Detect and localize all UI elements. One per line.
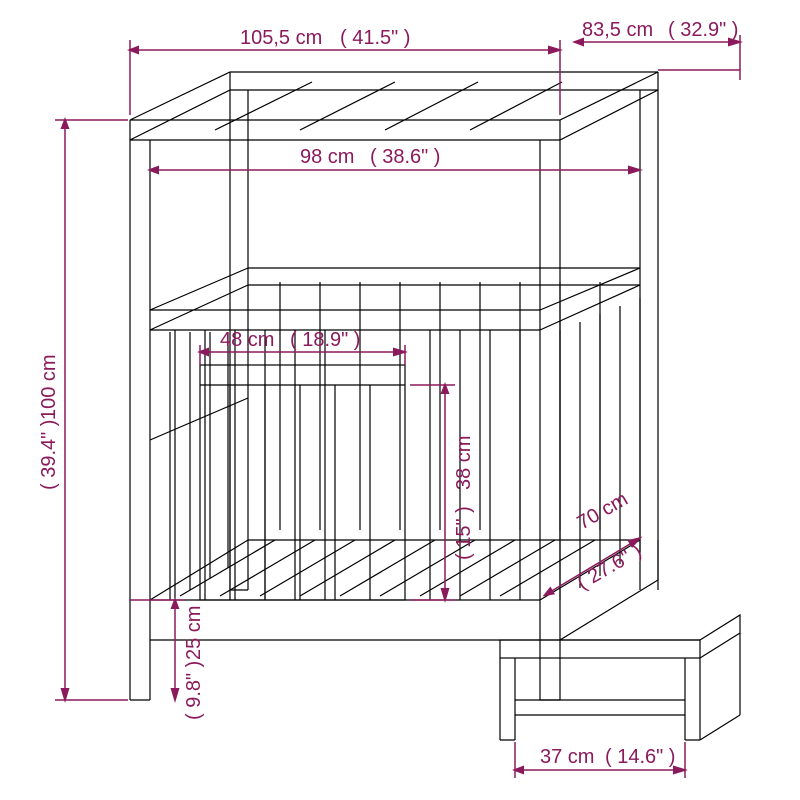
dim-step-width: 37 cm — [540, 746, 594, 768]
svg-text:( 18.9" ): ( 18.9" ) — [290, 329, 360, 351]
dimension-diagram: 105,5 cm ( 41.5" ) 83,5 cm ( 32.9" ) 98 … — [0, 0, 800, 800]
svg-text:( 41.5" ): ( 41.5" ) — [340, 27, 410, 49]
svg-text:( 39.4" ): ( 39.4" ) — [38, 420, 60, 490]
svg-text:( 32.9" ): ( 32.9" ) — [668, 19, 738, 41]
svg-text:( 9.8" ): ( 9.8" ) — [183, 661, 205, 720]
dim-top-depth: 83,5 cm — [582, 19, 653, 41]
dim-inner-depth: 70 cm — [574, 488, 632, 534]
dim-gate-height: 38 cm — [453, 436, 475, 490]
svg-text:( 38.6" ): ( 38.6" ) — [370, 146, 440, 168]
dim-bed-height: 25 cm — [183, 606, 205, 660]
svg-text:( 27.6" ): ( 27.6" ) — [574, 540, 646, 594]
svg-text:( 14.6" ): ( 14.6" ) — [605, 746, 675, 768]
dim-inner-width: 98 cm — [300, 146, 354, 168]
dim-top-width: 105,5 cm — [240, 27, 322, 49]
dim-gate-width: 48 cm — [220, 329, 274, 351]
dim-height: 100 cm — [38, 354, 60, 420]
bed-structure — [130, 72, 740, 740]
svg-text:( 15" ): ( 15" ) — [453, 506, 475, 560]
